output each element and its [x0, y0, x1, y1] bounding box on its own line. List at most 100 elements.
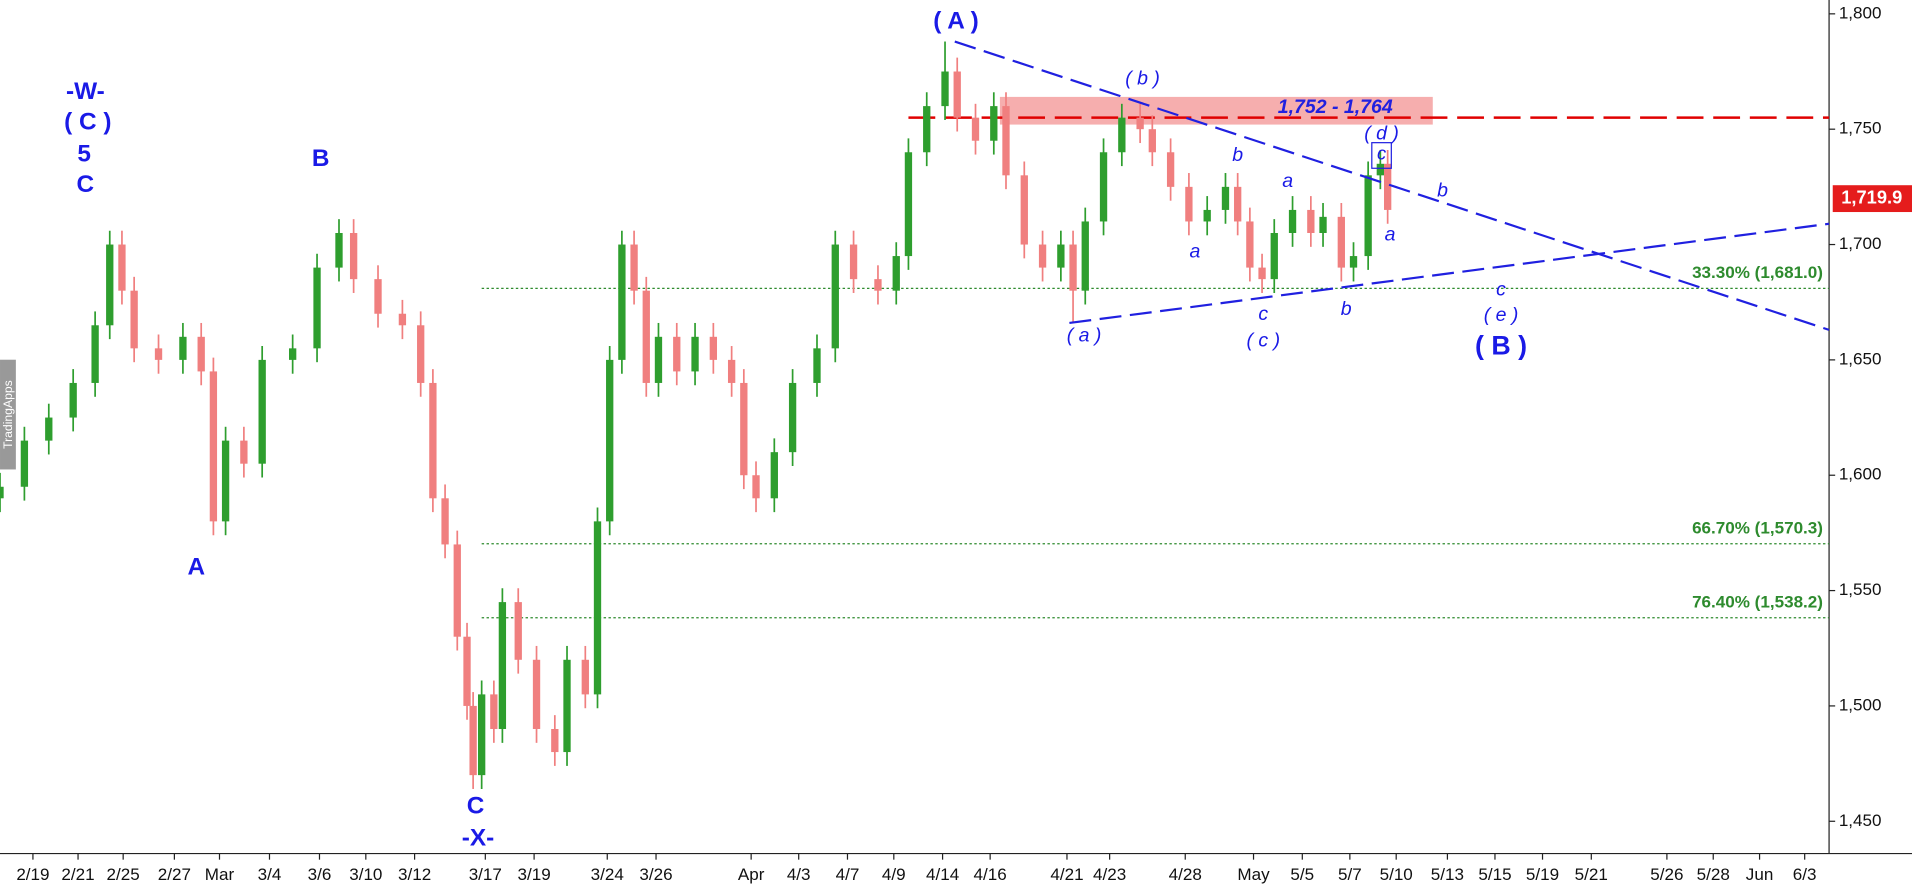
x-tick-label: 5/15: [1478, 865, 1511, 884]
candle-body: [398, 313, 407, 326]
trendline: [1069, 222, 1830, 325]
fib-label: 66.70% (1,570.3): [1692, 519, 1823, 538]
candle-body: [478, 694, 486, 776]
candle-body: [1081, 221, 1089, 291]
candle-body: [941, 71, 949, 107]
candle-body: [990, 106, 998, 141]
candle-body: [45, 417, 53, 441]
watermark: TradingApps: [1, 380, 15, 449]
x-tick-label: 2/19: [16, 865, 49, 884]
candle-body: [335, 233, 343, 268]
candle-body: [709, 336, 718, 360]
x-tick-label: 5/5: [1290, 865, 1314, 884]
x-tick-label: Mar: [205, 865, 235, 884]
x-tick-label: 5/7: [1338, 865, 1362, 884]
x-tick-label: 5/10: [1380, 865, 1413, 884]
candle-body: [813, 348, 821, 383]
wave-label: b: [1341, 298, 1352, 320]
candle-body: [642, 290, 650, 383]
candle-body: [441, 498, 449, 545]
candle-body: [130, 290, 138, 349]
wave-label: ( e ): [1484, 304, 1519, 326]
zone: [999, 96, 1433, 125]
candle-body: [1364, 175, 1372, 257]
wave-label: c: [1377, 143, 1386, 164]
x-tick-label: May: [1237, 865, 1270, 884]
wave-label: C: [467, 793, 485, 820]
y-tick-label: 1,800: [1839, 3, 1882, 22]
last-price-tag: [1832, 185, 1912, 213]
x-tick-label: 6/3: [1793, 865, 1817, 884]
candle-body: [563, 659, 571, 753]
x-tick-label: 3/6: [308, 865, 332, 884]
candle-body: [313, 267, 321, 349]
x-tick-label: 2/27: [158, 865, 191, 884]
candle-body: [874, 279, 882, 291]
candle-body: [1307, 209, 1315, 234]
wave-label: ( A ): [933, 7, 979, 34]
candle-body: [453, 544, 461, 637]
candle-body: [429, 382, 437, 499]
x-tick-label: 4/23: [1093, 865, 1126, 884]
x-tick-label: 3/26: [639, 865, 672, 884]
wave-label: C: [77, 171, 95, 198]
x-tick-label: Apr: [738, 865, 765, 884]
watermark-box: [0, 359, 16, 470]
x-tick-label: 5/21: [1575, 865, 1608, 884]
candle-body: [197, 336, 205, 372]
wave-label: -X-: [462, 824, 495, 851]
trendline: [954, 40, 1830, 331]
candle-body: [606, 359, 614, 522]
candle-body: [1337, 216, 1345, 268]
candle-body: [417, 325, 425, 383]
candle-body: [904, 152, 913, 257]
candle-body: [727, 359, 736, 383]
candle-body: [849, 244, 858, 280]
x-tick-label: 4/9: [882, 865, 906, 884]
candle-body: [691, 336, 699, 372]
candle-body: [551, 728, 559, 753]
wave-label: b: [1437, 180, 1448, 202]
wave-label: c: [1496, 278, 1506, 300]
candle-body: [1349, 256, 1358, 268]
wave-label: ( b ): [1125, 67, 1160, 89]
last-price-label: 1,719.9: [1841, 186, 1902, 207]
candle-body: [1319, 216, 1327, 234]
x-tick-label: 4/16: [974, 865, 1007, 884]
wave-label: A: [188, 554, 206, 581]
candle-body: [289, 348, 297, 360]
wave-label: a: [1190, 241, 1201, 263]
candle-body: [1057, 244, 1065, 268]
candle-body: [469, 705, 477, 776]
y-tick-label: 1,450: [1839, 811, 1882, 830]
candle-body: [673, 336, 681, 372]
x-tick-label: 4/7: [836, 865, 860, 884]
candle-body: [1376, 163, 1385, 176]
candle-body: [209, 371, 218, 522]
candle-body: [581, 659, 589, 695]
candle-body: [221, 440, 230, 522]
candle-body: [953, 71, 961, 118]
x-tick-label: 2/21: [61, 865, 94, 884]
y-tick-label: 1,700: [1839, 234, 1882, 253]
candle-body: [1069, 244, 1077, 291]
wave-label: -W-: [66, 78, 105, 105]
candle-body: [1038, 244, 1047, 268]
candle-body: [0, 486, 4, 499]
y-tick-label: 1,750: [1839, 119, 1882, 138]
candle-body: [154, 348, 163, 360]
x-tick-label: 3/4: [258, 865, 282, 884]
candle-body: [740, 382, 748, 476]
candle-body: [1020, 175, 1028, 245]
candle-body: [1288, 209, 1297, 234]
wave-label: ( a ): [1067, 325, 1102, 347]
wave-label: ( c ): [1246, 330, 1280, 352]
x-tick-label: 3/17: [469, 865, 502, 884]
candle-body: [1185, 186, 1193, 222]
candle-body: [1270, 233, 1278, 280]
x-tick-label: 4/21: [1050, 865, 1083, 884]
candle-body: [1258, 267, 1266, 280]
candle-body: [1002, 106, 1010, 176]
candle-body: [618, 244, 626, 360]
wave-label: ( C ): [64, 109, 111, 136]
